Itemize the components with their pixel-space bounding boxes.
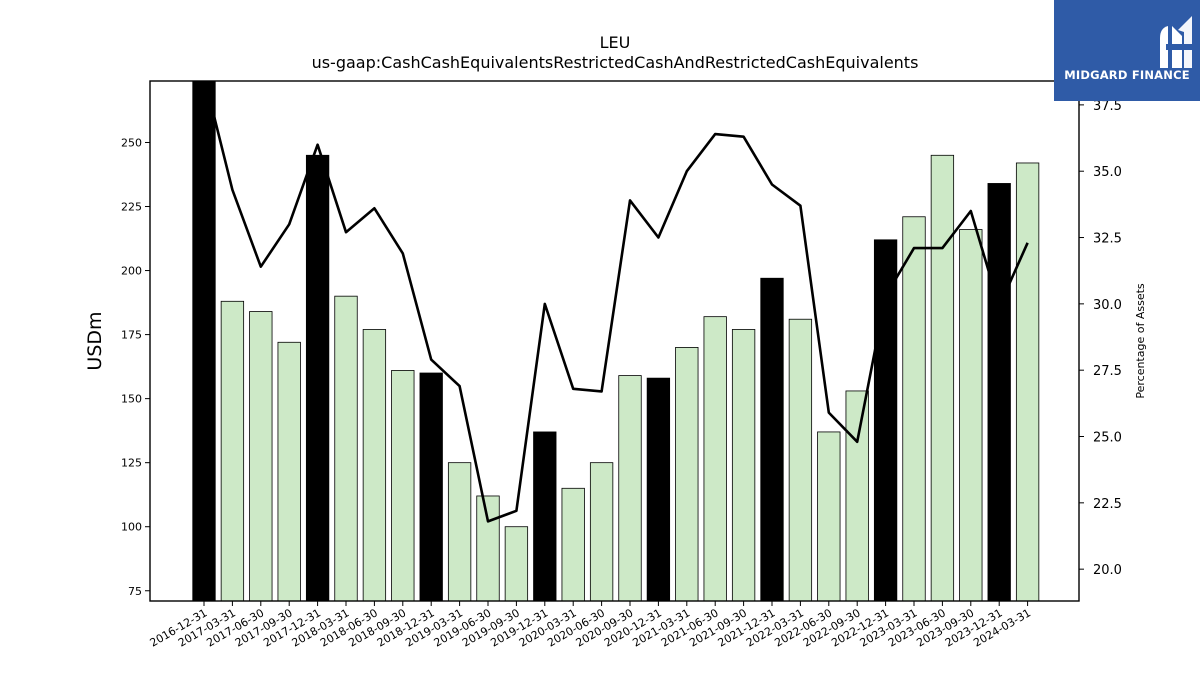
y2-tick-label: 30.0 bbox=[1093, 298, 1122, 313]
bar-2020-06-30 bbox=[589, 462, 614, 602]
y2-tick-label: 20.0 bbox=[1093, 563, 1122, 578]
y2-tick-label: 35.0 bbox=[1093, 165, 1122, 180]
y2-tick-label: 22.5 bbox=[1093, 497, 1122, 512]
y2-tick-label: 37.5 bbox=[1093, 99, 1122, 114]
bar-2021-03-31 bbox=[675, 347, 699, 602]
bar-2024-03-31 bbox=[1015, 162, 1040, 602]
bar-2019-03-31 bbox=[447, 462, 472, 602]
x-axis: 2016-12-312017-03-312017-06-302017-09-30… bbox=[148, 601, 1033, 650]
bar-2021-12-31 bbox=[760, 277, 784, 602]
bar-2017-03-31 bbox=[220, 300, 245, 602]
bar-2020-12-31 bbox=[646, 377, 671, 602]
bar-2022-03-31 bbox=[788, 318, 813, 602]
bar-2018-09-30 bbox=[391, 370, 415, 602]
y-tick-label: 75 bbox=[128, 585, 142, 598]
y-tick-label: 200 bbox=[121, 265, 142, 278]
bar-2016-12-31 bbox=[192, 80, 216, 602]
line-group bbox=[203, 81, 1029, 523]
series-line-percentage bbox=[203, 81, 1029, 523]
y2-tick-label: 25.0 bbox=[1093, 431, 1122, 446]
bars-group bbox=[192, 80, 1040, 602]
y2-tick-label: 27.5 bbox=[1093, 364, 1122, 379]
y-tick-label: 100 bbox=[121, 521, 142, 534]
bar-2020-09-30 bbox=[618, 375, 642, 602]
brand-logo: MIDGARD FINANCE bbox=[1054, 0, 1200, 101]
plot-frame bbox=[149, 80, 1080, 602]
y-axis-left: 75 100 125 150 175 200 225 250 bbox=[121, 136, 150, 598]
bar-2017-12-31 bbox=[305, 154, 330, 602]
bar-2022-09-30 bbox=[845, 390, 869, 602]
y-tick-label: 150 bbox=[121, 393, 142, 406]
bar-2019-09-30 bbox=[504, 526, 529, 602]
bar-2022-06-30 bbox=[817, 431, 841, 602]
bar-2023-03-31 bbox=[902, 216, 926, 602]
bar-2017-06-30 bbox=[249, 311, 273, 602]
bar-2021-09-30 bbox=[731, 329, 756, 602]
bar-2023-06-30 bbox=[930, 154, 955, 602]
y-axis-right: 20.0 22.5 25.0 27.5 30.0 32.5 35.0 37.5 bbox=[1079, 99, 1122, 578]
bar-2023-09-30 bbox=[959, 229, 983, 602]
y-tick-label: 125 bbox=[121, 457, 142, 470]
chart-title: LEU bbox=[600, 33, 631, 52]
y-axis-label: USDm bbox=[84, 311, 106, 370]
midgard-m-logo-icon bbox=[1160, 16, 1192, 68]
bar-2021-06-30 bbox=[703, 316, 727, 602]
y-tick-label: 225 bbox=[121, 201, 142, 214]
bar-2018-12-31 bbox=[419, 372, 443, 602]
bar-2017-09-30 bbox=[277, 341, 301, 602]
y-tick-label: 175 bbox=[121, 329, 142, 342]
bar-2019-06-30 bbox=[476, 495, 500, 602]
y-tick-label: 250 bbox=[121, 136, 142, 149]
bar-2018-03-31 bbox=[334, 295, 358, 602]
bar-2018-06-30 bbox=[362, 329, 387, 602]
bar-2019-12-31 bbox=[533, 431, 557, 602]
logo-text: MIDGARD FINANCE bbox=[1064, 68, 1190, 82]
bar-2020-03-31 bbox=[561, 487, 585, 602]
y2-tick-label: 32.5 bbox=[1093, 232, 1122, 247]
y2-axis-label: Percentage of Assets bbox=[1134, 283, 1147, 399]
bar-2023-12-31 bbox=[987, 183, 1011, 602]
chart-subtitle: us-gaap:CashCashEquivalentsRestrictedCas… bbox=[312, 53, 919, 72]
